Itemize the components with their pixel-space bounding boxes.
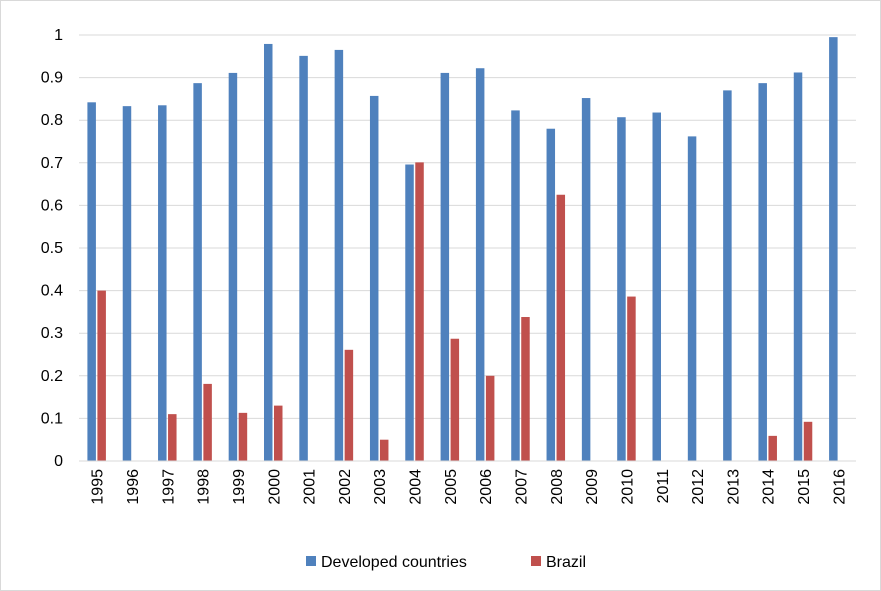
bar-developed-countries-2014 bbox=[758, 83, 767, 461]
x-tick-label: 2012 bbox=[690, 469, 707, 505]
y-tick-label: 0.3 bbox=[41, 325, 63, 342]
y-tick-label: 0 bbox=[54, 453, 63, 470]
bar-developed-countries-1995 bbox=[87, 102, 96, 462]
bar-developed-countries-2005 bbox=[440, 72, 450, 461]
x-tick-label: 1995 bbox=[90, 469, 107, 505]
bar-brazil-2008 bbox=[556, 194, 566, 461]
bar-brazil-1997 bbox=[168, 414, 177, 461]
legend-label: Brazil bbox=[546, 554, 586, 571]
bar-brazil-1999 bbox=[238, 412, 248, 461]
bar-developed-countries-2012 bbox=[687, 136, 697, 461]
bar-developed-countries-2001 bbox=[299, 55, 308, 462]
bar-developed-countries-1996 bbox=[122, 106, 132, 461]
x-tick-label: 2009 bbox=[584, 469, 601, 505]
bar-brazil-2014 bbox=[768, 435, 777, 461]
bar-brazil-2007 bbox=[521, 317, 530, 461]
bar-brazil-2015 bbox=[803, 421, 813, 461]
x-tick-label: 2010 bbox=[619, 469, 636, 505]
x-tick-label: 2000 bbox=[266, 469, 283, 505]
bar-developed-countries-2006 bbox=[475, 68, 485, 461]
bar-developed-countries-1999 bbox=[228, 72, 238, 461]
bar-developed-countries-2015 bbox=[793, 72, 803, 461]
x-tick-label: 2013 bbox=[725, 469, 742, 505]
axes: 0 0.1 0.2 0.3 0.4 0.5 0.6 0.7 0.8 0.9 1 1995 1996 199… bbox=[41, 27, 856, 505]
bar-developed-countries-2010 bbox=[617, 117, 626, 461]
y-tick-label: 0.2 bbox=[41, 368, 63, 385]
bar-developed-countries-2016 bbox=[829, 37, 838, 461]
x-tick-label: 1997 bbox=[160, 469, 177, 505]
bar-brazil-2005 bbox=[450, 338, 460, 461]
x-tick-label: 2001 bbox=[302, 469, 319, 505]
bar-developed-countries-2011 bbox=[652, 112, 661, 462]
x-tick-label: 2004 bbox=[408, 469, 425, 505]
bar-brazil-2006 bbox=[485, 375, 495, 461]
y-tick-label: 0.9 bbox=[41, 70, 63, 87]
bar-brazil-1995 bbox=[97, 290, 106, 461]
y-tick-label: 0.4 bbox=[41, 283, 63, 300]
x-tick-label: 2003 bbox=[372, 469, 389, 505]
x-tick-label: 2016 bbox=[831, 469, 848, 505]
bar-developed-countries-2000 bbox=[264, 43, 273, 462]
legend-item: Developed countries bbox=[306, 554, 467, 571]
legend-swatch bbox=[531, 556, 541, 566]
x-tick-label: 2015 bbox=[796, 469, 813, 505]
bar-developed-countries-2004 bbox=[405, 164, 414, 461]
legend: Developed countries Brazil bbox=[306, 554, 586, 571]
bar-brazil-2010 bbox=[627, 296, 636, 461]
gridlines bbox=[79, 34, 856, 419]
y-tick-label: 0.5 bbox=[41, 240, 63, 257]
bar-brazil-2003 bbox=[379, 439, 389, 461]
bar-developed-countries-2008 bbox=[546, 128, 556, 461]
x-tick-label: 1999 bbox=[231, 469, 248, 505]
y-tick-label: 1 bbox=[54, 27, 63, 44]
x-tick-label: 2005 bbox=[443, 469, 460, 505]
x-tick-label: 1998 bbox=[196, 469, 213, 505]
bars bbox=[87, 37, 838, 462]
x-tick-label: 2014 bbox=[761, 469, 778, 505]
x-tick-label: 2006 bbox=[478, 469, 495, 505]
bar-developed-countries-2009 bbox=[581, 98, 591, 461]
x-tick-label: 1996 bbox=[125, 469, 142, 505]
y-tick-label: 0.1 bbox=[41, 410, 63, 427]
bar-developed-countries-1998 bbox=[193, 83, 202, 461]
bar-developed-countries-2007 bbox=[511, 110, 520, 461]
bar-brazil-2002 bbox=[344, 349, 354, 461]
bar-developed-countries-1997 bbox=[158, 105, 167, 461]
x-tick-label: 2011 bbox=[655, 469, 672, 504]
bar-brazil-2000 bbox=[274, 405, 283, 461]
y-tick-label: 0.7 bbox=[41, 155, 63, 172]
bar-developed-countries-2013 bbox=[723, 90, 732, 461]
x-tick-label: 2007 bbox=[513, 469, 530, 505]
legend-swatch bbox=[306, 556, 316, 566]
bar-developed-countries-2003 bbox=[369, 95, 379, 461]
legend-label: Developed countries bbox=[321, 554, 467, 571]
legend-item: Brazil bbox=[531, 554, 586, 571]
x-tick-label: 2002 bbox=[337, 469, 354, 505]
y-tick-label: 0.8 bbox=[41, 112, 63, 129]
x-tick-label: 2008 bbox=[549, 469, 566, 505]
bar-developed-countries-2002 bbox=[334, 49, 344, 461]
bar-brazil-2004 bbox=[415, 162, 424, 461]
bar-brazil-1998 bbox=[203, 383, 212, 461]
y-tick-label: 0.6 bbox=[41, 197, 63, 214]
